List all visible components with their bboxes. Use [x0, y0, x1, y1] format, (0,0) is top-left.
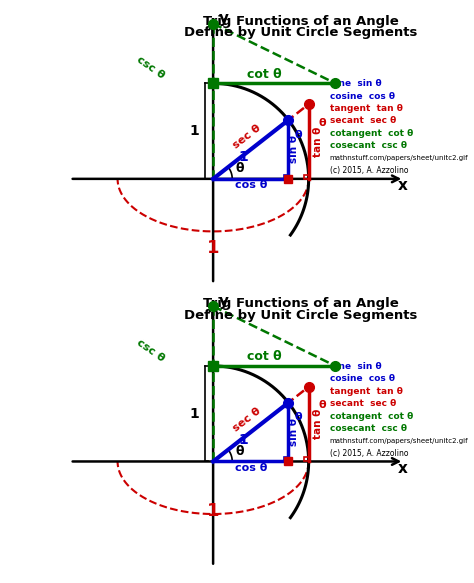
- Text: tan θ: tan θ: [313, 409, 323, 440]
- Text: 1: 1: [189, 407, 199, 421]
- Text: θ: θ: [235, 162, 244, 175]
- Text: θ: θ: [294, 130, 302, 140]
- Text: sec θ: sec θ: [231, 406, 262, 434]
- Text: 1: 1: [238, 150, 248, 164]
- Text: (c) 2015, A. Azzolino: (c) 2015, A. Azzolino: [330, 166, 408, 175]
- Text: cot θ: cot θ: [247, 68, 282, 80]
- Text: secant  sec θ: secant sec θ: [330, 117, 396, 125]
- Text: sine  sin θ: sine sin θ: [330, 79, 381, 88]
- Text: Define by Unit Circle Segments: Define by Unit Circle Segments: [184, 308, 418, 322]
- Text: cosine  cos θ: cosine cos θ: [330, 92, 395, 101]
- Text: tangent  tan θ: tangent tan θ: [330, 387, 402, 396]
- Text: θ: θ: [318, 401, 326, 410]
- Text: 1: 1: [189, 124, 199, 138]
- Text: tangent  tan θ: tangent tan θ: [330, 104, 402, 113]
- Text: 1: 1: [207, 502, 219, 520]
- Text: tan θ: tan θ: [313, 127, 323, 157]
- Text: sin θ: sin θ: [289, 135, 299, 163]
- Text: mathnstuff.com/papers/sheet/unitc2.gif: mathnstuff.com/papers/sheet/unitc2.gif: [330, 438, 468, 444]
- Text: secant  sec θ: secant sec θ: [330, 399, 396, 408]
- Text: 1: 1: [207, 238, 219, 257]
- Text: x: x: [398, 461, 407, 476]
- Text: y: y: [219, 294, 229, 309]
- Text: cotangent  cot θ: cotangent cot θ: [330, 412, 413, 420]
- Text: cosine  cos θ: cosine cos θ: [330, 374, 395, 383]
- Text: cos θ: cos θ: [235, 180, 267, 191]
- Text: (c) 2015, A. Azzolino: (c) 2015, A. Azzolino: [330, 449, 408, 458]
- Text: cot θ: cot θ: [247, 350, 282, 363]
- Text: y: y: [219, 11, 229, 26]
- Text: csc θ: csc θ: [135, 54, 167, 80]
- Text: sine  sin θ: sine sin θ: [330, 362, 381, 371]
- Text: 1: 1: [238, 433, 248, 447]
- Text: θ: θ: [235, 445, 244, 458]
- Text: csc θ: csc θ: [135, 337, 167, 363]
- Text: θ: θ: [318, 118, 326, 128]
- Text: Trig Functions of an Angle: Trig Functions of an Angle: [203, 15, 399, 27]
- Text: x: x: [398, 178, 407, 194]
- Text: Trig Functions of an Angle: Trig Functions of an Angle: [203, 297, 399, 310]
- Text: cosecant  csc θ: cosecant csc θ: [330, 141, 407, 150]
- Text: sec θ: sec θ: [231, 123, 262, 151]
- Text: cos θ: cos θ: [235, 463, 267, 473]
- Text: mathnstuff.com/papers/sheet/unitc2.gif: mathnstuff.com/papers/sheet/unitc2.gif: [330, 155, 468, 161]
- Text: Define by Unit Circle Segments: Define by Unit Circle Segments: [184, 26, 418, 39]
- Text: θ: θ: [294, 412, 302, 422]
- Text: cotangent  cot θ: cotangent cot θ: [330, 129, 413, 138]
- Text: sin θ: sin θ: [289, 418, 299, 446]
- Text: cosecant  csc θ: cosecant csc θ: [330, 424, 407, 433]
